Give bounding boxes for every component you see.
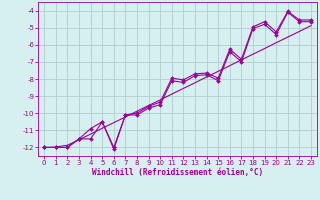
X-axis label: Windchill (Refroidissement éolien,°C): Windchill (Refroidissement éolien,°C) bbox=[92, 168, 263, 177]
